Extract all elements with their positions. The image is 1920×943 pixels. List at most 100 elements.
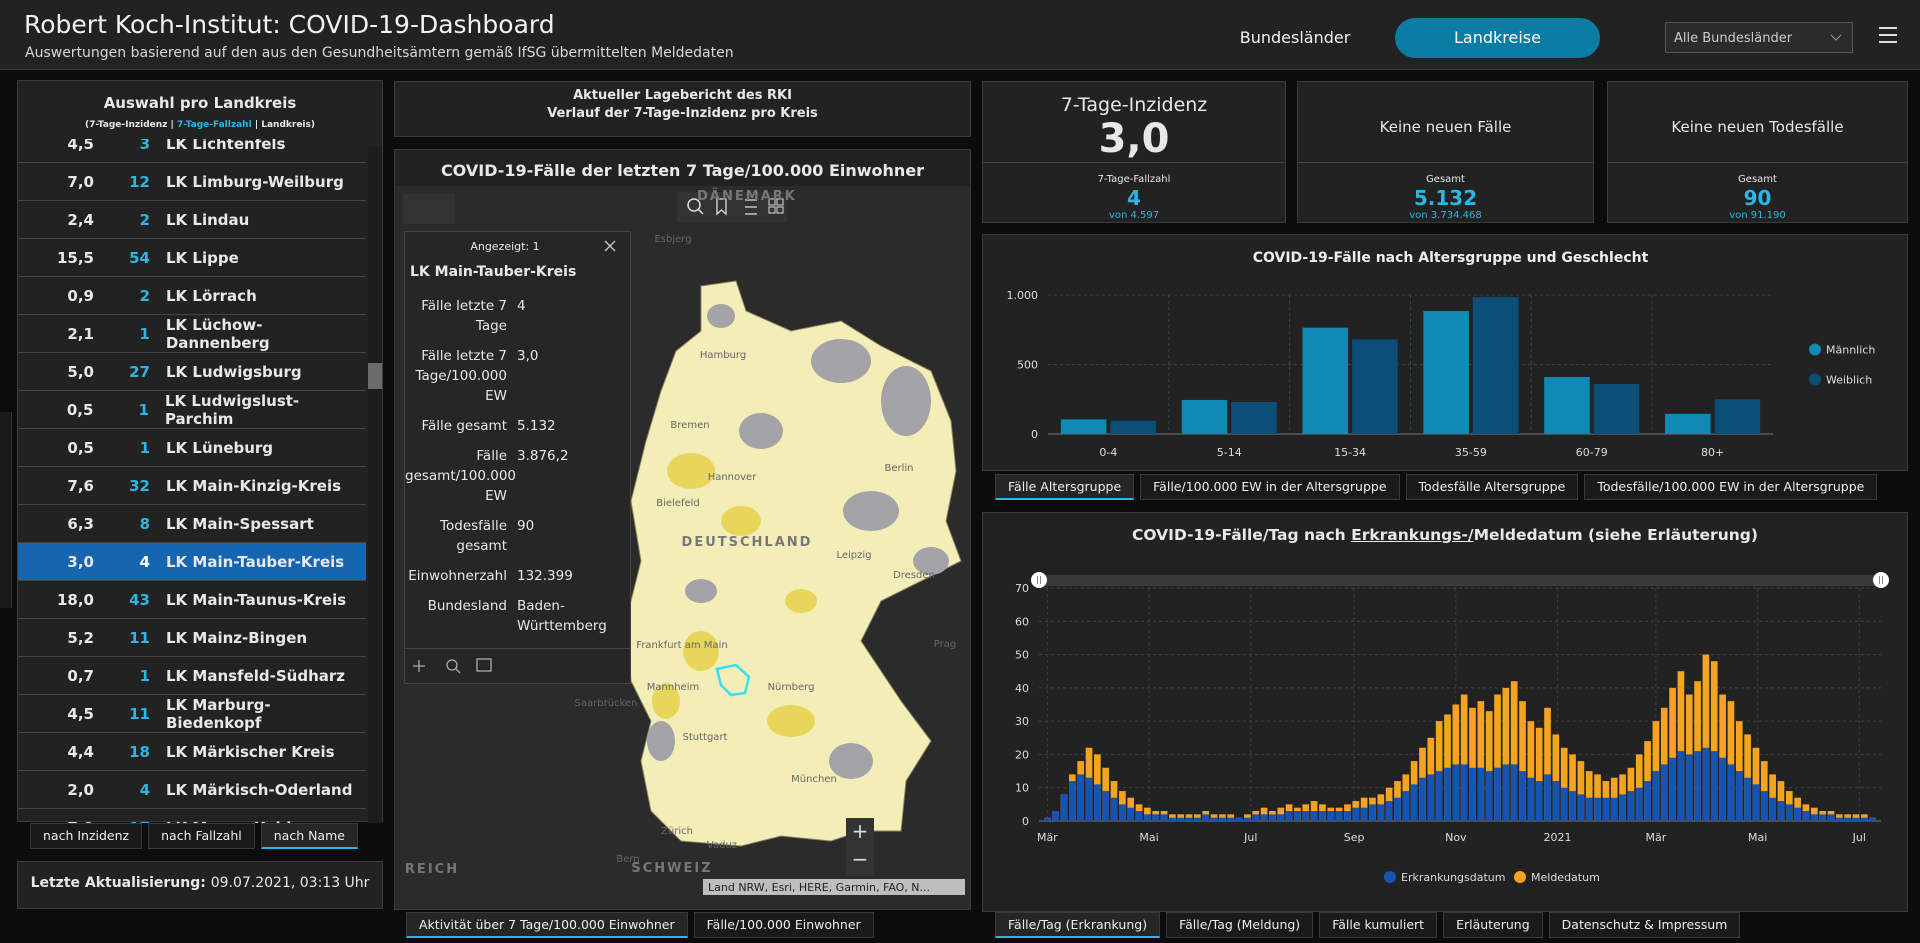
district-name: LK Mansfeld-Südharz: [166, 666, 346, 685]
tab[interactable]: Aktivität über 7 Tage/100.000 Einwohner: [406, 912, 688, 938]
title-part: Meldedatum (siehe Erläuterung): [1473, 526, 1758, 544]
field-value: Baden-Württemberg: [517, 598, 607, 634]
tab[interactable]: Fälle/100.000 EW in der Altersgruppe: [1140, 474, 1400, 500]
district-row[interactable]: 5,2 11 LK Mainz-Bingen: [18, 619, 366, 657]
slider-handle[interactable]: [1873, 572, 1889, 588]
tab[interactable]: nach Name: [260, 823, 358, 849]
zoom-control[interactable]: [846, 818, 874, 876]
bar: [1652, 771, 1660, 821]
y-tick-label: 500: [1017, 359, 1038, 372]
district-name: LK Lörrach: [166, 286, 257, 305]
district-row[interactable]: 4,5 3 LK Lichtenfels: [18, 139, 366, 163]
district-row[interactable]: 2,0 4 LK Märkisch-Oderland: [18, 771, 366, 809]
list-body: 4,5 3 LK Lichtenfels 7,0 12 LK Limburg-Weilbu…: [18, 139, 366, 823]
district-row[interactable]: 6,3 8 LK Main-Spessart: [18, 505, 366, 543]
bar: [1593, 383, 1640, 434]
district-row[interactable]: 5,0 27 LK Ludwigsburg: [18, 353, 366, 391]
map-label: Bielefeld: [656, 498, 700, 509]
district-row[interactable]: 0,5 1 LK Lüneburg: [18, 429, 366, 467]
bar: [1094, 784, 1101, 821]
title-part[interactable]: Erkrankungs-/: [1351, 526, 1474, 544]
district-row[interactable]: 4,4 18 LK Märkischer Kreis: [18, 733, 366, 771]
menu-icon[interactable]: [1879, 27, 1897, 43]
nav-button[interactable]: Bundesländer: [1239, 28, 1351, 47]
map-label: Frankfurt am Main: [636, 640, 727, 651]
bar: [1444, 767, 1451, 821]
tab[interactable]: Todesfälle/100.000 EW in der Altersgrupp…: [1584, 474, 1878, 500]
district-name: LK Lippe: [166, 248, 239, 267]
district-name: LK Mainz-Bingen: [166, 628, 308, 647]
slider-handle[interactable]: [1031, 572, 1047, 588]
tab[interactable]: Fälle/100.000 Einwohner: [693, 912, 874, 938]
age-chart: 0 500 1.000 COVID-19-Fälle nach Altersgrupp…: [1007, 250, 1876, 459]
bar: [1577, 761, 1585, 821]
field-label: Fälle gesamt/100.000 EW: [405, 448, 516, 504]
report-link[interactable]: Aktueller Lagebericht des RKI Verlauf de…: [394, 81, 971, 137]
scroll-thumb[interactable]: [368, 363, 382, 389]
zoom-out[interactable]: −: [852, 847, 869, 871]
side-toggle[interactable]: [0, 412, 12, 608]
tab[interactable]: Erläuterung: [1443, 912, 1543, 938]
tab[interactable]: Fälle kumuliert: [1319, 912, 1438, 938]
y-tick-label: 0: [1031, 428, 1038, 441]
bar: [1302, 327, 1349, 434]
district-row[interactable]: 7,0 12 LK Limburg-Weilburg: [18, 163, 366, 201]
chart-title: COVID-19-Fälle nach Altersgruppe und Ges…: [1253, 250, 1649, 266]
y-tick-label: 60: [1015, 615, 1029, 628]
bar: [1210, 817, 1218, 821]
scrollbar[interactable]: [368, 147, 382, 823]
bar: [1827, 814, 1835, 821]
tab[interactable]: nach Fallzahl: [148, 823, 255, 849]
tab[interactable]: Todesfälle Altersgruppe: [1405, 474, 1579, 500]
map-toolbar: [403, 192, 787, 224]
panel-title: Auswahl pro Landkreis: [103, 94, 297, 112]
region-select[interactable]: Alle Bundesländer: [1665, 22, 1853, 53]
popup-field: Todesfälle gesamt 90: [405, 516, 630, 556]
popup-close[interactable]: [604, 240, 616, 252]
dashboard-subtitle: Auswertungen basierend auf den aus den G…: [25, 45, 734, 61]
bar: [1435, 721, 1443, 821]
district-row[interactable]: 15,5 54 LK Lippe: [18, 239, 366, 277]
district-row[interactable]: 0,7 1 LK Mansfeld-Südharz: [18, 657, 366, 695]
bar: [1219, 817, 1226, 821]
kpi-sub-value: 90: [1743, 186, 1772, 210]
daily-chart: 0 10 20 30 40 50 60 70 Mär Mai Jul Sep Nov 2021 Mär Mai…: [1015, 572, 1889, 884]
district-row[interactable]: 2,4 2 LK Lindau: [18, 201, 366, 239]
kpi-sub-total: von 4.597: [1108, 210, 1160, 221]
district-row[interactable]: 0,9 2 LK Lörrach: [18, 277, 366, 315]
x-tick-label: Mai: [1748, 831, 1767, 844]
x-tick-label: Mai: [1139, 831, 1158, 844]
district-row[interactable]: 3,0 4 LK Main-Tauber-Kreis: [18, 543, 366, 581]
header: Robert Koch-Institut: COVID-19-Dashboard…: [0, 0, 1920, 70]
bar: [1669, 687, 1676, 821]
district-row[interactable]: 4,5 11 LK Marburg-Biedenkopf: [18, 695, 366, 733]
incidence: 0,7: [67, 666, 94, 685]
tab[interactable]: Fälle Altersgruppe: [995, 474, 1135, 500]
district-row[interactable]: 2,1 1 LK Lüchow-Dannenberg: [18, 315, 366, 353]
legend-label: Männlich: [1826, 344, 1875, 357]
map-label: DÄNEMARK: [697, 188, 797, 204]
popup-icons[interactable]: [405, 649, 525, 683]
zoom-in[interactable]: +: [852, 819, 869, 843]
map-label: DEUTSCHLAND: [682, 535, 813, 550]
case-count: 18: [129, 742, 150, 761]
range-slider[interactable]: [1039, 575, 1881, 586]
district-name: LK Märkisch-Oderland: [166, 780, 353, 799]
x-tick-label: 80+: [1701, 446, 1724, 459]
x-tick-label: 60-79: [1576, 446, 1608, 459]
map-label: Saarbrücken: [575, 698, 638, 709]
tab[interactable]: Datenschutz & Impressum: [1548, 912, 1741, 938]
incidence: 18,0: [56, 590, 94, 609]
district-row[interactable]: 18,0 43 LK Main-Taunus-Kreis: [18, 581, 366, 619]
select-tool[interactable]: [403, 194, 455, 224]
nav-button[interactable]: Landkreise: [1395, 18, 1600, 58]
tab[interactable]: Fälle/Tag (Meldung): [1166, 912, 1314, 938]
case-count: 2: [139, 210, 150, 229]
tab[interactable]: nach Inzidenz: [30, 823, 143, 849]
tab[interactable]: Fälle/Tag (Erkrankung): [995, 912, 1161, 938]
district-row[interactable]: 0,5 1 LK Ludwigslust-Parchim: [18, 391, 366, 429]
district-row[interactable]: 7,917LK Mayen-Koblenz: [18, 809, 366, 824]
case-count: 4: [139, 552, 150, 571]
district-row[interactable]: 7,6 32 LK Main-Kinzig-Kreis: [18, 467, 366, 505]
bar: [1585, 771, 1593, 821]
